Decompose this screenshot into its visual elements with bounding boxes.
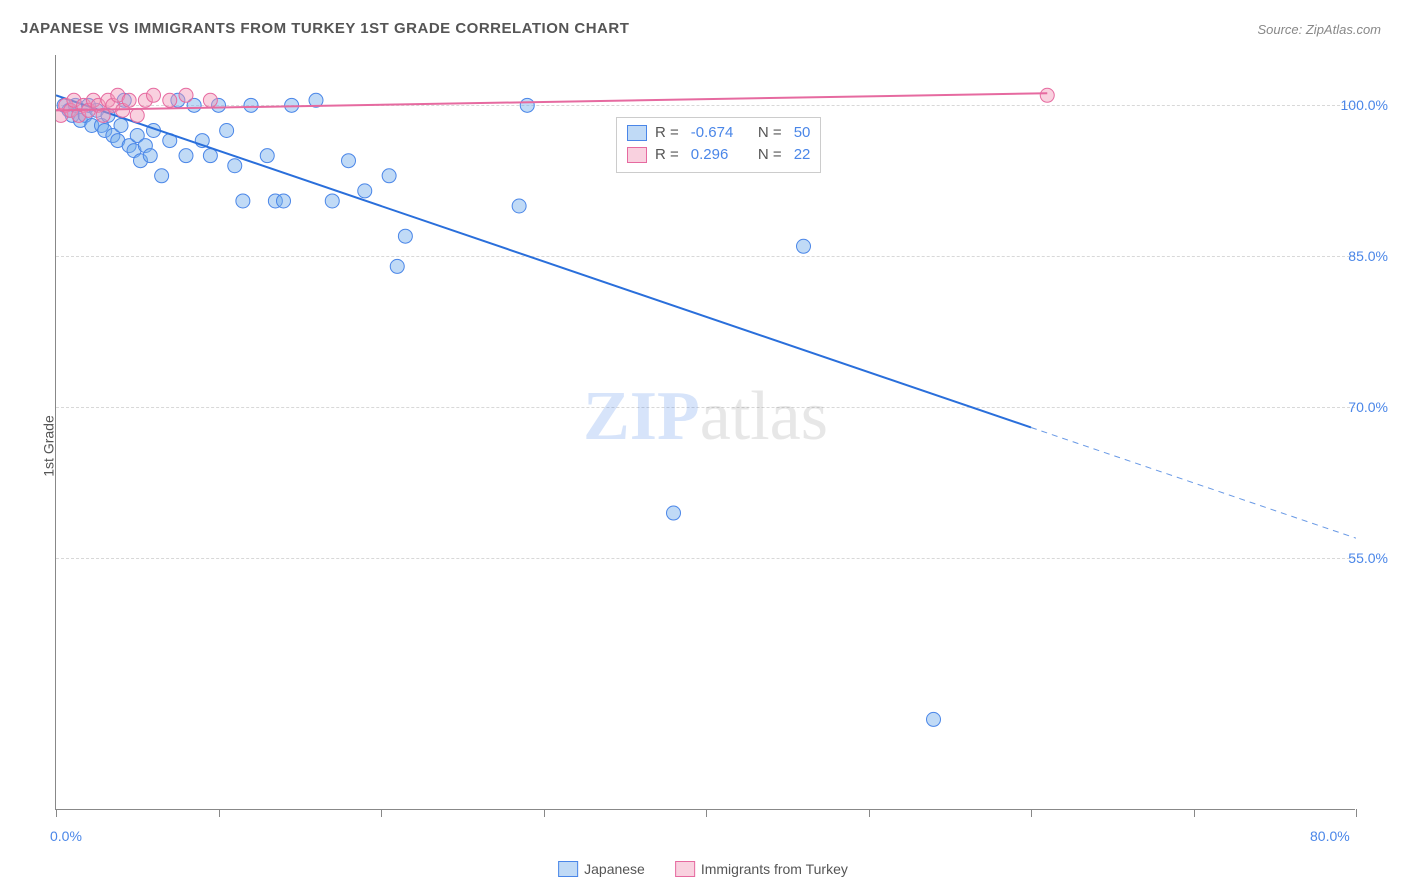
legend-swatch — [627, 147, 647, 163]
x-tick — [1031, 809, 1032, 817]
legend-item: Immigrants from Turkey — [675, 861, 848, 877]
legend-n-label: N = — [754, 144, 782, 166]
x-tick — [544, 809, 545, 817]
scatter-point — [667, 506, 681, 520]
y-tick-label: 70.0% — [1348, 399, 1388, 415]
scatter-point — [143, 149, 157, 163]
x-tick — [381, 809, 382, 817]
scatter-point — [236, 194, 250, 208]
scatter-point — [382, 169, 396, 183]
regression-line-dashed — [1031, 427, 1356, 538]
scatter-point — [398, 229, 412, 243]
scatter-point — [130, 108, 144, 122]
scatter-point — [260, 149, 274, 163]
legend-row: R = 0.296 N = 22 — [627, 144, 810, 166]
scatter-point — [220, 124, 234, 138]
chart-title: JAPANESE VS IMMIGRANTS FROM TURKEY 1ST G… — [20, 20, 629, 37]
scatter-point — [520, 98, 534, 112]
scatter-point — [179, 88, 193, 102]
legend-r-label: R = — [655, 122, 679, 144]
legend-item-label: Japanese — [584, 861, 645, 877]
x-tick — [1356, 809, 1357, 817]
scatter-point — [203, 149, 217, 163]
legend-r-label: R = — [655, 144, 679, 166]
scatter-point — [390, 259, 404, 273]
x-tick — [219, 809, 220, 817]
scatter-point — [122, 93, 136, 107]
x-tick — [869, 809, 870, 817]
scatter-point — [244, 98, 258, 112]
legend-item-label: Immigrants from Turkey — [701, 861, 848, 877]
scatter-point — [277, 194, 291, 208]
series-legend: Japanese Immigrants from Turkey — [558, 861, 848, 877]
scatter-point — [512, 199, 526, 213]
scatter-point — [228, 159, 242, 173]
legend-n-value: 50 — [794, 122, 811, 144]
legend-swatch — [627, 125, 647, 141]
plot-area: ZIPatlas R =-0.674 N =50R =0.296 N =22 — [55, 55, 1355, 810]
legend-row: R = -0.674 N = 50 — [627, 122, 810, 144]
scatter-point — [163, 93, 177, 107]
scatter-point — [1040, 88, 1054, 102]
legend-r-value: 0.296 — [691, 144, 746, 166]
x-tick — [56, 809, 57, 817]
legend-swatch — [558, 861, 578, 877]
scatter-point — [179, 149, 193, 163]
x-tick-label: 0.0% — [50, 828, 82, 844]
scatter-point — [203, 93, 217, 107]
correlation-legend: R = -0.674 N = 50 R = 0.296 N = 22 — [616, 117, 821, 173]
scatter-point — [325, 194, 339, 208]
source-label: Source: ZipAtlas.com — [1257, 22, 1381, 37]
legend-item: Japanese — [558, 861, 645, 877]
y-tick-label: 55.0% — [1348, 550, 1388, 566]
scatter-point — [797, 239, 811, 253]
scatter-point — [114, 118, 128, 132]
scatter-point — [155, 169, 169, 183]
y-tick-label: 85.0% — [1348, 248, 1388, 264]
regression-line — [56, 95, 1031, 427]
legend-n-label: N = — [754, 122, 782, 144]
scatter-point — [358, 184, 372, 198]
x-tick — [1194, 809, 1195, 817]
legend-n-value: 22 — [794, 144, 811, 166]
scatter-point — [927, 712, 941, 726]
scatter-point — [342, 154, 356, 168]
scatter-point — [147, 88, 161, 102]
legend-r-value: -0.674 — [691, 122, 746, 144]
x-tick — [706, 809, 707, 817]
legend-swatch — [675, 861, 695, 877]
x-tick-label: 80.0% — [1310, 828, 1350, 844]
y-tick-label: 100.0% — [1341, 97, 1388, 113]
